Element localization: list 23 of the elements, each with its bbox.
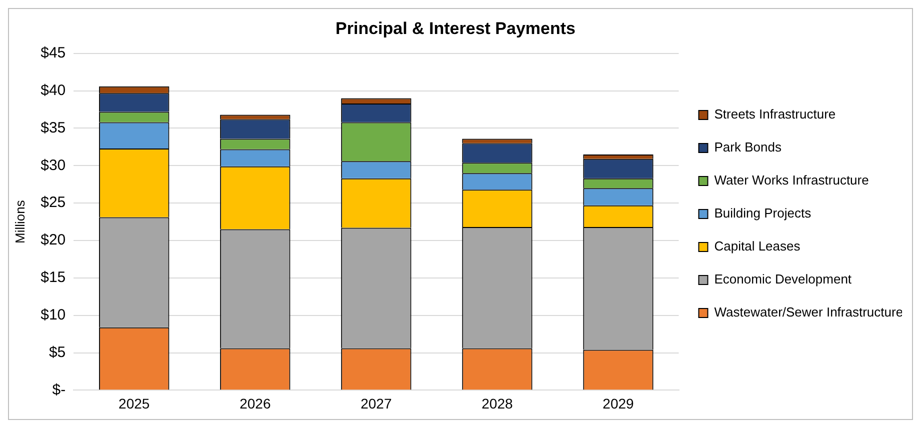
legend-label: Park Bonds — [714, 140, 782, 155]
x-tick-label: 2028 — [482, 395, 513, 412]
chart-title: Principal & Interest Payments — [336, 18, 576, 38]
y-tick-label: $25 — [40, 194, 66, 212]
y-axis-title: Millions — [12, 200, 28, 244]
y-tick-label: $- — [52, 381, 66, 398]
y-tick-label: $5 — [48, 344, 66, 361]
x-tick-label: 2025 — [118, 395, 150, 412]
y-tick-label: $40 — [40, 82, 66, 99]
y-tick-label: $30 — [40, 156, 66, 174]
y-tick-label: $20 — [40, 232, 66, 249]
y-tick-label: $35 — [40, 119, 66, 136]
legend-label: Streets Infrastructure — [714, 106, 836, 122]
legend-label: Water Works Infrastructure — [714, 172, 869, 188]
y-tick-label: $15 — [40, 269, 66, 286]
legend-label: Capital Leases — [714, 238, 801, 254]
y-tick-label: $10 — [40, 306, 66, 324]
legend-label: Economic Development — [714, 272, 852, 287]
x-tick-label: 2029 — [602, 395, 634, 412]
x-tick-label: 2026 — [240, 395, 271, 412]
legend-label: Building Projects — [714, 206, 812, 221]
y-tick-label: $45 — [40, 44, 66, 62]
x-tick-label: 2027 — [360, 395, 392, 412]
